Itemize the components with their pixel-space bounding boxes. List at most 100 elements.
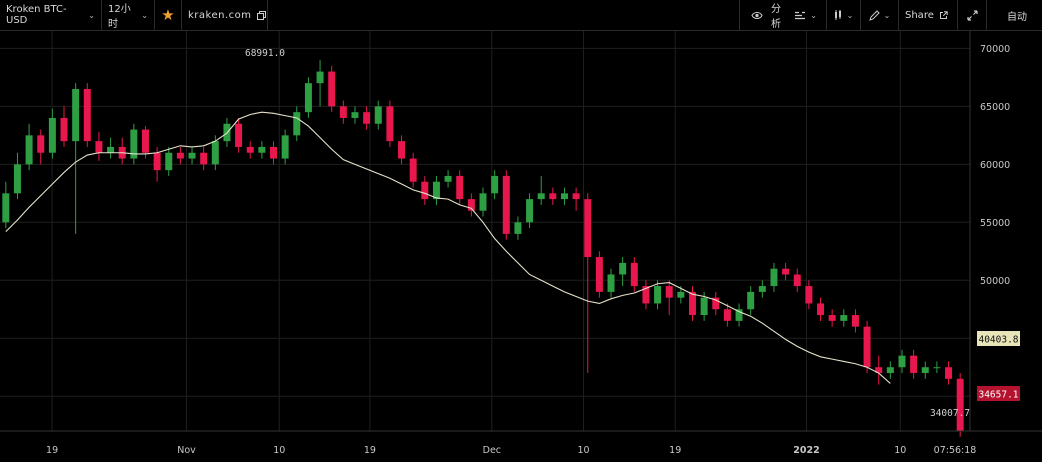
symbol-selector[interactable]: Kroken BTC-USD ⌄: [0, 0, 101, 30]
candle: [514, 216, 522, 240]
candle-body: [13, 164, 21, 194]
candlestick-chart[interactable]: 70000650006000055000500004500040000 19No…: [0, 31, 1042, 462]
chart-toolbar: Kroken BTC-USD ⌄ 12小时 ⌄ ★ kraken.com 分析 …: [0, 0, 1042, 31]
candle: [560, 187, 568, 205]
share-button[interactable]: Share: [899, 0, 957, 30]
candle: [654, 280, 662, 310]
candle-body: [665, 286, 673, 298]
candle: [642, 280, 650, 310]
interval-selector[interactable]: 12小时 ⌄: [102, 0, 154, 30]
chevron-down-icon: ⌄: [883, 10, 891, 20]
candle: [479, 187, 487, 217]
candle: [72, 83, 80, 234]
candle: [851, 309, 859, 333]
candle: [747, 286, 755, 316]
candle: [421, 175, 429, 205]
candle-body: [467, 199, 475, 211]
candle: [235, 117, 243, 153]
site-link[interactable]: kraken.com: [182, 0, 267, 30]
candle-body: [642, 286, 650, 304]
candle: [665, 280, 673, 316]
candle-body: [560, 193, 568, 200]
y-tick-label: 70000: [980, 44, 1010, 55]
candle-type-button[interactable]: ⌄: [827, 0, 860, 30]
candle-body: [409, 158, 417, 182]
candle-body: [851, 315, 859, 327]
x-tick-label: 19: [46, 445, 58, 456]
last-price-tag: 34657.1: [977, 386, 1020, 401]
candle-body: [572, 193, 580, 200]
candle: [595, 251, 603, 298]
drawing-tools-button[interactable]: ⌄: [861, 0, 898, 30]
price-axis[interactable]: 70000650006000055000500004500040000: [980, 44, 1010, 403]
candle-body: [584, 199, 592, 258]
candle-body: [700, 297, 708, 316]
candle-body: [386, 106, 394, 142]
candle-body: [933, 367, 941, 369]
candle: [502, 170, 510, 240]
candle-body: [270, 146, 277, 159]
candle: [956, 373, 964, 437]
pencil-icon: [868, 9, 880, 21]
time-cursor-tag: 07:56:18: [934, 445, 977, 456]
last-price-label: 34657.1: [978, 390, 1018, 401]
candle-body: [444, 175, 452, 182]
candle: [444, 170, 452, 188]
candle-body: [735, 309, 743, 321]
candle-body: [246, 146, 254, 153]
candle-body: [514, 222, 522, 234]
indicators-icon: [794, 11, 806, 20]
site-label: kraken.com: [188, 9, 252, 21]
candle-body: [293, 112, 301, 136]
candle: [398, 135, 406, 165]
moving-average: [5, 111, 891, 384]
y-tick-label: 65000: [980, 102, 1010, 113]
auto-scale-button[interactable]: 自动: [992, 0, 1042, 30]
candle-body: [48, 117, 56, 153]
time-cursor-label: 07:56:18: [934, 445, 977, 456]
interval-label: 12小时: [108, 4, 131, 30]
candle: [95, 131, 103, 161]
candle-body: [200, 152, 208, 165]
candle-body: [107, 146, 115, 153]
chevron-down-icon: ⌄: [810, 10, 817, 20]
candle-body: [526, 199, 534, 223]
candle: [537, 175, 545, 205]
chevron-down-icon: ⌄: [141, 10, 148, 20]
y-tick-label: 60000: [980, 160, 1010, 171]
candle: [945, 361, 953, 385]
candle-body: [630, 262, 638, 287]
x-tick-label: 19: [669, 445, 681, 456]
high-annotation: 68991.0: [245, 48, 285, 59]
time-axis[interactable]: 19 Nov 10 19 Dec 10 19 2022 10: [46, 445, 906, 456]
candle: [270, 141, 277, 165]
candle: [491, 170, 499, 200]
analysis-menu[interactable]: 分析 ⌄: [745, 0, 823, 30]
candle: [910, 349, 918, 379]
external-link-icon: [939, 10, 948, 20]
fullscreen-button[interactable]: [958, 0, 986, 30]
candle: [921, 361, 929, 379]
candle: [933, 361, 941, 374]
candle-body: [281, 135, 289, 159]
candle-body: [72, 88, 80, 142]
eye-icon: [751, 11, 763, 20]
candle: [805, 280, 813, 310]
candle: [793, 268, 801, 292]
candle: [48, 108, 56, 159]
candle-body: [83, 88, 91, 142]
auto-label: 自动: [1007, 11, 1027, 23]
candle-body: [886, 367, 894, 374]
candle-body: [770, 268, 778, 287]
candle-body: [351, 112, 359, 118]
candle: [2, 181, 10, 229]
candle-body: [805, 286, 813, 304]
expand-icon: [966, 9, 978, 21]
candle-body: [747, 291, 755, 310]
favorite-button[interactable]: ★: [155, 0, 181, 30]
candle: [526, 193, 534, 229]
candle: [840, 309, 848, 327]
candle: [246, 141, 254, 159]
low-annotation: 34007.7: [930, 408, 970, 419]
x-tick-label: 10: [577, 445, 589, 456]
